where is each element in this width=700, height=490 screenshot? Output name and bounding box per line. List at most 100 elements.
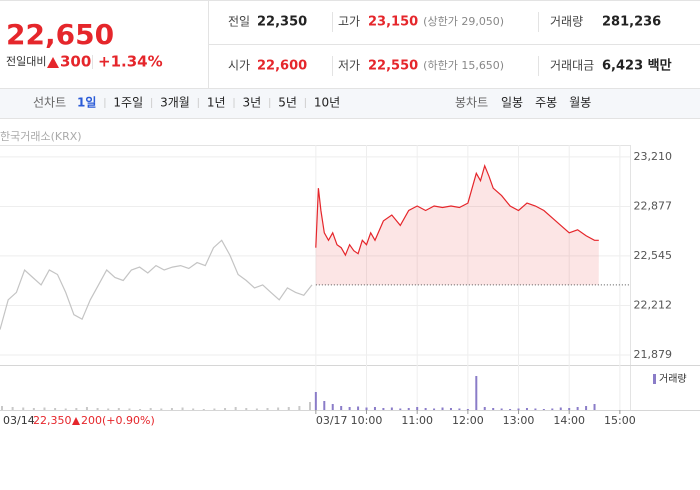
period-tab[interactable]: 1일 xyxy=(77,96,96,110)
volume-bar xyxy=(373,407,376,410)
period-tab[interactable]: 1년 xyxy=(207,96,226,110)
volume-bar xyxy=(416,407,419,410)
volume-bar xyxy=(298,406,301,410)
volume-bar xyxy=(458,408,461,410)
price-line xyxy=(315,163,599,257)
x-tick-label: 13:00 xyxy=(503,414,535,427)
volume-bar xyxy=(149,408,152,410)
stat-value: 23,150 xyxy=(368,15,418,30)
price-line xyxy=(0,239,313,330)
volume-bar xyxy=(54,408,57,410)
stat-label: 거래대금 xyxy=(550,59,594,73)
stat-value: 22,350 xyxy=(257,15,307,30)
x-tick-label: 14:00 xyxy=(553,414,585,427)
volume-bar xyxy=(64,408,67,410)
volume-bar xyxy=(525,408,528,410)
volume-bar xyxy=(340,406,343,410)
stat-label: 거래량 xyxy=(550,15,583,29)
volume-bar xyxy=(96,408,99,410)
x-tick-label: 03/17 xyxy=(316,414,348,427)
volume-bar xyxy=(585,406,588,410)
volume-legend-swatch xyxy=(653,374,656,384)
x-tick-label: 15:00 xyxy=(604,414,636,427)
volume-bar xyxy=(266,408,269,410)
volume-bar xyxy=(287,407,290,410)
stat-label: 고가 xyxy=(338,15,360,29)
volume-bar xyxy=(32,408,35,410)
volume-bar xyxy=(160,408,163,410)
volume-bar xyxy=(542,409,545,410)
period-tab[interactable]: 5년 xyxy=(278,96,297,110)
volume-bar xyxy=(1,406,3,410)
volume-bar xyxy=(234,407,237,410)
volume-bar xyxy=(181,407,184,410)
y-tick-label: 21,879 xyxy=(634,348,673,361)
volume-bar xyxy=(22,407,25,410)
volume-bar xyxy=(433,408,436,410)
up-arrow xyxy=(47,57,59,68)
stat-label: 저가 xyxy=(338,59,360,73)
volume-bar xyxy=(593,404,596,410)
tab-label: 봉차트 xyxy=(455,96,488,110)
volume-bar xyxy=(117,408,120,410)
volume-chart xyxy=(1,376,596,410)
prev-date: 03/14 xyxy=(3,414,35,427)
volume-bar xyxy=(382,408,385,410)
x-tick-label: 12:00 xyxy=(452,414,484,427)
volume-bar xyxy=(407,408,410,410)
change: 300 xyxy=(60,53,91,71)
y-tick-label: 22,212 xyxy=(634,298,673,311)
volume-bar xyxy=(441,407,444,410)
volume-bar xyxy=(331,404,334,410)
volume-legend: 거래량 xyxy=(659,373,687,385)
volume-bar xyxy=(128,408,131,410)
source: 한국거래소(KRX) xyxy=(0,130,82,143)
volume-bar xyxy=(139,409,142,410)
volume-bar xyxy=(475,376,478,410)
candle-tab[interactable]: 일봉 xyxy=(501,96,523,110)
volume-bar xyxy=(192,408,195,410)
stat-label: 전일 xyxy=(228,15,250,29)
volume-bar xyxy=(255,408,258,410)
change-label: 전일대비 xyxy=(6,54,46,68)
volume-bar xyxy=(492,408,495,410)
volume-bar xyxy=(107,408,110,410)
area xyxy=(315,165,599,285)
volume-bar xyxy=(559,407,562,410)
volume-bar xyxy=(517,408,520,410)
volume-bar xyxy=(11,407,14,410)
volume-bar xyxy=(245,408,248,410)
candle-tab[interactable]: 주봉 xyxy=(535,96,557,110)
period-tab[interactable]: 3년 xyxy=(243,96,262,110)
volume-bar xyxy=(277,407,280,410)
stat-value: 6,423 백만 xyxy=(602,58,672,74)
volume-bar xyxy=(85,407,88,410)
volume-bar xyxy=(483,407,486,410)
stat-value: 22,550 xyxy=(368,59,418,74)
period-tab[interactable]: 10년 xyxy=(314,96,340,110)
volume-bar xyxy=(323,401,326,410)
prev-change-pct: (+0.90%) xyxy=(102,414,155,427)
y-tick-label: 22,877 xyxy=(634,199,673,212)
volume-bar xyxy=(348,407,351,410)
price-chart: 23,210 22,877 22,545 22,212 21,879 03/17 10:00… xyxy=(0,145,672,427)
volume-bar xyxy=(170,408,173,410)
period-tab[interactable]: 3개월 xyxy=(160,96,190,110)
volume-bar xyxy=(551,408,554,410)
stat-value: 22,600 xyxy=(257,59,307,74)
volume-bar xyxy=(424,408,427,410)
volume-bar xyxy=(399,408,402,410)
volume-bar xyxy=(213,408,216,410)
candle-tab[interactable]: 월봉 xyxy=(569,96,591,110)
period-tab[interactable]: 1주일 xyxy=(113,96,143,110)
volume-bar xyxy=(509,409,512,410)
volume-bar xyxy=(309,402,311,410)
volume-bar xyxy=(466,409,469,410)
stat-note: (상한가 29,050) xyxy=(423,15,504,28)
volume-bar xyxy=(202,409,205,410)
stat-label: 시가 xyxy=(228,59,250,73)
volume-bar xyxy=(390,407,393,410)
prev-close: 22,350 xyxy=(33,414,72,427)
volume-bar xyxy=(224,408,227,410)
